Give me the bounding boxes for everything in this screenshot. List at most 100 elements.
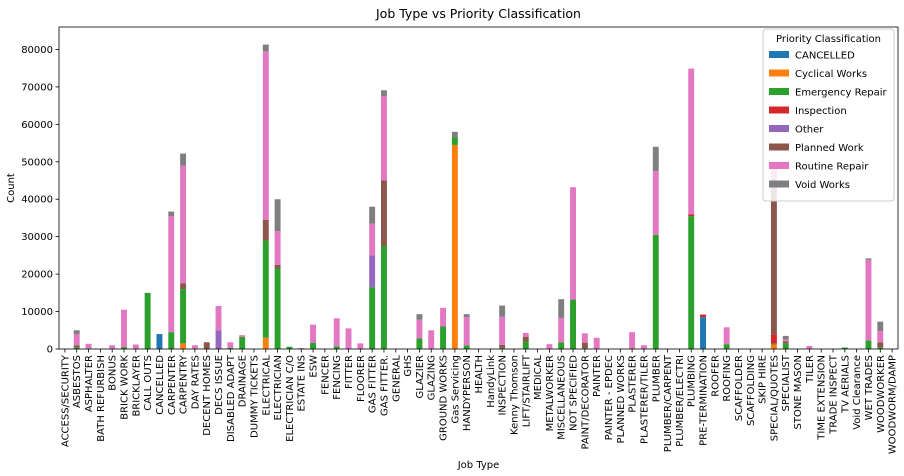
x-tick-label: STONE MASON	[793, 355, 804, 429]
x-tick-label: Kenny Thomson	[509, 355, 520, 435]
bar-void-works-61	[782, 335, 789, 340]
bar-routine-repair-4	[109, 345, 116, 349]
legend-label: Other	[795, 125, 824, 136]
bar-emergency-repair-33	[451, 137, 458, 145]
bar-emergency-repair-7	[144, 292, 151, 349]
bar-routine-repair-34	[463, 317, 470, 346]
x-tick-label: DECS ISSUE	[214, 355, 225, 415]
bar-void-works-37	[499, 305, 506, 317]
y-tick-label: 80000	[21, 45, 53, 56]
x-tick-label: DRAINAGE	[238, 355, 249, 407]
x-tick-label: BRICKLAYER	[131, 355, 142, 417]
bar-routine-repair-43	[570, 187, 576, 300]
bar-routine-repair-17	[262, 51, 269, 220]
x-tick-label: FITTER	[344, 355, 355, 389]
bar-routine-repair-5	[121, 309, 127, 348]
x-ticks-group: ACCESS/SECURITY ASBESTOS ASPHALTER BATH REF…	[60, 349, 899, 454]
x-tick-label: DAY RATES	[190, 355, 201, 409]
x-tick-label: PLUMBER	[651, 355, 662, 402]
y-tick-label: 60000	[21, 120, 53, 131]
bar-routine-repair-45	[593, 337, 600, 349]
bar-void-works-27	[381, 90, 387, 97]
x-tick-label: GAS FITTER.	[379, 355, 390, 416]
bar-planned-work-39	[522, 336, 529, 342]
x-tick-label: SCAFFOLDING	[746, 355, 757, 426]
bar-void-works-10	[180, 153, 187, 166]
y-tick-label: 20000	[21, 270, 53, 281]
bar-routine-repair-32	[440, 307, 447, 327]
x-tick-label: PLASTERER/TILER	[639, 355, 650, 444]
bar-routine-repair-6	[132, 344, 139, 349]
x-tick-label: Void Clearance	[852, 355, 863, 430]
bar-void-works-18	[274, 199, 281, 232]
x-tick-label: ROOFER	[710, 355, 721, 397]
y-tick-label: 10000	[21, 307, 53, 318]
x-tick-label: DECENT HOMES	[202, 355, 213, 436]
x-tick-label: ESTATE INS	[297, 355, 308, 411]
bar-void-works-69	[877, 321, 884, 332]
bar-routine-repair-21	[310, 324, 317, 344]
bar-routine-repair-63	[806, 346, 813, 349]
bar-routine-repair-31	[428, 330, 435, 349]
y-tick-label: 50000	[21, 157, 53, 168]
bar-planned-work-37	[499, 344, 506, 348]
bar-emergency-repair-37	[499, 347, 506, 349]
bar-emergency-repair-42	[558, 342, 565, 349]
bar-inspection-53	[688, 214, 695, 217]
x-tick-label: PAINT/DECORATOR	[580, 355, 591, 450]
bar-routine-repair-13	[215, 305, 222, 331]
bar-routine-repair-10	[180, 165, 187, 284]
x-tick-label: CALL OUTS	[143, 355, 154, 411]
bar-void-works-9	[168, 211, 175, 217]
x-tick-label: FLOORER	[356, 355, 367, 402]
bar-emergency-repair-56	[723, 344, 730, 349]
bar-cyclical-works-60	[770, 344, 777, 349]
x-tick-label: GAS FITTER	[368, 355, 379, 413]
x-tick-label: ASPHALTER	[84, 355, 95, 412]
bar-routine-repair-61	[782, 339, 789, 342]
bar-emergency-repair-53	[688, 216, 695, 349]
x-tick-label: ROOFING	[722, 355, 733, 402]
bar-emergency-repair-66	[841, 347, 848, 349]
legend-label: Inspection	[795, 106, 847, 117]
bar-routine-repair-15	[239, 335, 246, 338]
x-tick-label: METALWORKER	[545, 355, 556, 431]
bar-other-13	[215, 330, 222, 349]
x-tick-label: BONUS	[108, 355, 119, 391]
bar-routine-repair-37	[499, 316, 506, 345]
bar-emergency-repair-39	[522, 341, 529, 349]
x-tick-label: PRE-TERMINATION	[699, 355, 710, 446]
legend-label: Cyclical Works	[795, 69, 867, 80]
bar-planned-work-69	[877, 342, 884, 348]
x-tick-label: SPECIALIST	[781, 354, 792, 411]
bar-emergency-repair-1	[73, 347, 80, 349]
bar-planned-work-12	[203, 342, 210, 349]
bar-routine-repair-42	[558, 317, 565, 343]
bar-planned-work-61	[782, 341, 789, 344]
bar-routine-repair-56	[723, 327, 730, 345]
x-tick-label: SPECIAL/QUOTES	[769, 355, 780, 441]
bar-routine-repair-27	[381, 96, 387, 181]
bar-routine-repair-44	[581, 333, 588, 343]
bar-cancelled-54	[700, 317, 706, 349]
bar-planned-work-10	[180, 283, 187, 290]
x-tick-label: GLAZIER	[415, 355, 426, 399]
bar-routine-repair-24	[345, 328, 352, 349]
x-tick-label: BRICK WORK	[119, 355, 130, 420]
legend-label: Void Works	[795, 180, 850, 191]
bar-inspection-54	[700, 314, 706, 318]
bar-planned-work-1	[73, 345, 80, 348]
bar-routine-repair-2	[85, 343, 92, 349]
y-tick-label: 40000	[21, 195, 53, 206]
bar-void-works-30	[416, 314, 423, 320]
bar-emergency-repair-68	[865, 340, 872, 349]
y-tick-label: 0	[47, 345, 53, 356]
bar-emergency-repair-32	[440, 326, 447, 349]
x-tick-label: PLANNED WORKS	[616, 355, 627, 443]
x-tick-label: LIFT/STAIRLIFT	[521, 354, 532, 427]
legend-items: CANCELLED Cyclical Works Emergency Repair I…	[769, 51, 887, 191]
bar-routine-repair-11	[191, 345, 198, 349]
bar-routine-repair-25	[357, 343, 364, 349]
legend-frame	[762, 28, 895, 202]
